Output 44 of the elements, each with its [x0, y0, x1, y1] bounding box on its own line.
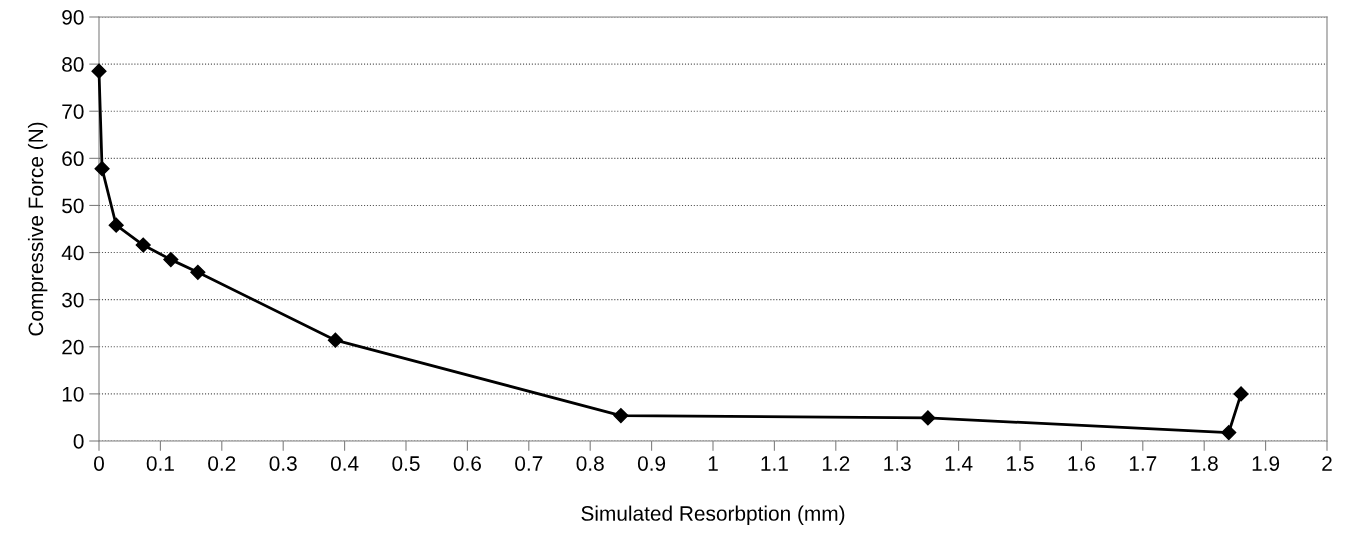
- x-tick-label: 1.8: [1191, 456, 1218, 471]
- y-tick-label: 60: [62, 151, 84, 167]
- x-tick-label: 1.1: [761, 456, 788, 471]
- x-tick-label: 0.8: [576, 456, 604, 471]
- point: [108, 217, 124, 233]
- y-tick-label: 30: [62, 292, 84, 308]
- x-tick-label: 0: [94, 456, 104, 471]
- x-tick-label: 1.5: [1007, 456, 1034, 471]
- point: [613, 407, 629, 424]
- x-tick-label: 1.7: [1129, 456, 1157, 471]
- point: [163, 252, 179, 268]
- x-tick-label: 0.4: [330, 456, 359, 471]
- y-tick-label: 10: [62, 386, 84, 402]
- y-tick-label: 50: [62, 198, 84, 214]
- point: [190, 264, 206, 280]
- y-tick-label: 40: [61, 245, 84, 261]
- x-tick-label: 1: [708, 456, 718, 471]
- x-tick-label: 1.4: [945, 456, 973, 471]
- x-tick-label: 0.7: [515, 456, 543, 471]
- point: [1233, 386, 1249, 402]
- point: [94, 161, 110, 177]
- x-axis-title: Simulated Resorbption (mm): [581, 505, 845, 525]
- x-tick-label: 0.9: [637, 456, 666, 471]
- x-tick-label: 1.6: [1068, 456, 1095, 471]
- x-tick-label: 1.9: [1252, 456, 1280, 471]
- y-tick-label: 90: [62, 10, 84, 25]
- point: [1221, 424, 1237, 441]
- y-tick-label: 20: [62, 339, 84, 355]
- point: [327, 332, 343, 348]
- y-tick-label: 80: [62, 57, 84, 72]
- x-tick-label: 1.3: [884, 456, 911, 471]
- x-tick-label: 0.3: [269, 456, 297, 471]
- x-tick-label: 0.5: [392, 456, 420, 471]
- point: [920, 410, 936, 426]
- x-tick-label: 1.2: [822, 456, 850, 471]
- x-tick-label: 0.2: [208, 456, 236, 471]
- y-axis-title: Compressive Force (N): [27, 122, 48, 336]
- x-tick-label: 0.6: [453, 456, 481, 471]
- y-tick-label: 0: [73, 434, 84, 449]
- x-tick-label: 2: [1322, 456, 1332, 471]
- point: [91, 63, 107, 79]
- x-tick-label: 0.1: [146, 456, 174, 471]
- point: [135, 237, 151, 253]
- y-tick-label: 70: [62, 104, 84, 119]
